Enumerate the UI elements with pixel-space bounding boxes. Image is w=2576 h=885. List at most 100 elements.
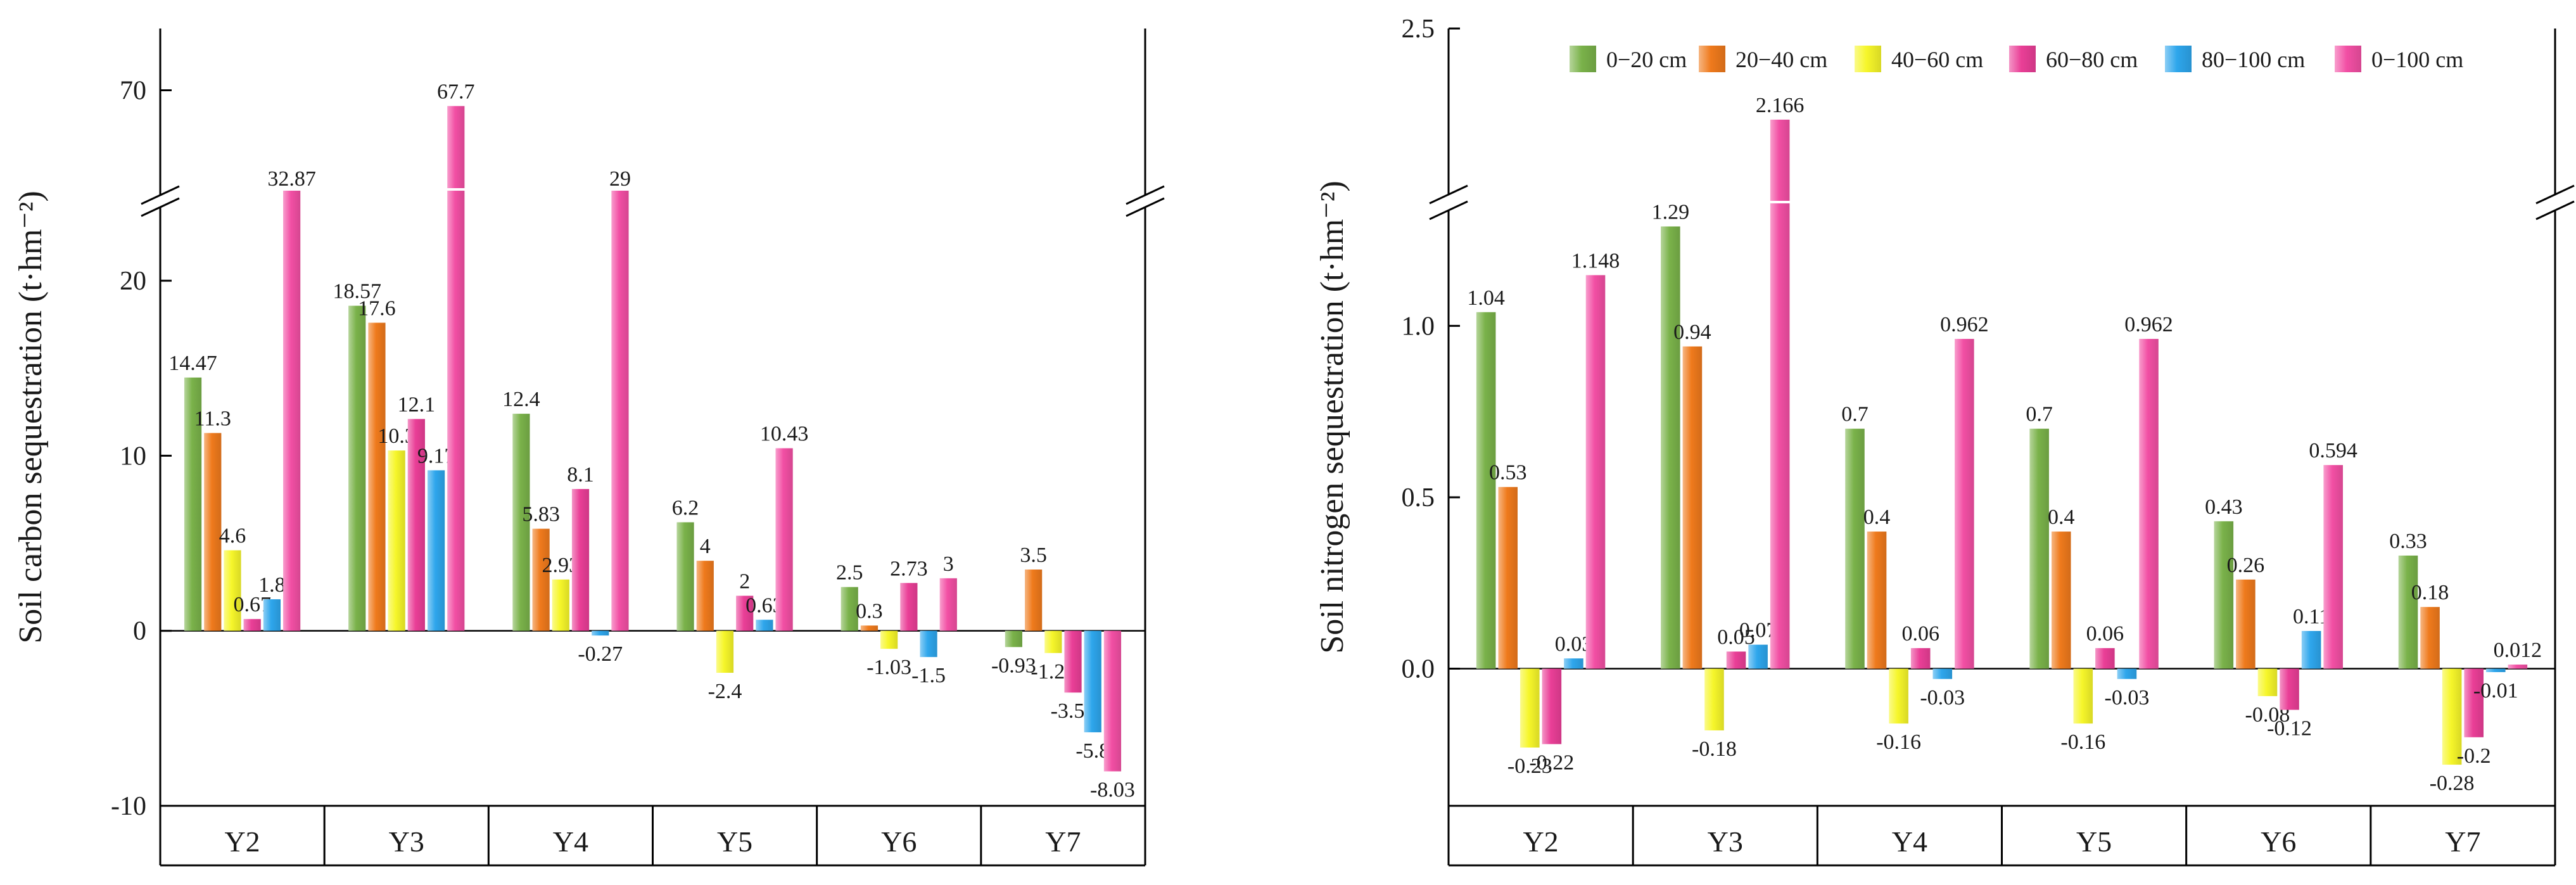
bar: [552, 579, 569, 631]
data-label: 8.1: [567, 463, 594, 487]
bar: [880, 630, 898, 649]
bar: [1103, 630, 1122, 772]
bar: [204, 433, 222, 631]
bar: [2214, 521, 2234, 669]
x-tick-label: Y3: [1708, 825, 1743, 858]
data-label: 0.43: [2205, 495, 2243, 519]
y-tick-label: 10: [120, 442, 146, 471]
bar: [1889, 668, 1908, 724]
axis-break-gap: [1141, 195, 1149, 207]
legend-label: 0−20 cm: [1606, 47, 1687, 72]
bar: [1955, 338, 1974, 669]
data-label: 0.06: [1901, 622, 1939, 646]
axis-break-gap: [2551, 194, 2559, 210]
x-tick-label: Y5: [2076, 825, 2112, 858]
legend-swatch: [1570, 46, 1596, 72]
bar: [2051, 532, 2071, 669]
data-label: 18.57: [333, 280, 381, 303]
data-label: -8.03: [1090, 779, 1135, 802]
data-label: 10.43: [760, 423, 809, 446]
data-label: 1.8: [258, 573, 286, 597]
bar: [1542, 668, 1562, 744]
legend-swatch: [2009, 46, 2036, 72]
bar: [2485, 668, 2506, 672]
bar: [860, 625, 879, 631]
legend-swatch: [2335, 46, 2361, 72]
data-label: 2: [739, 570, 750, 593]
bar: [2508, 665, 2528, 669]
x-tick-label: Y6: [2261, 825, 2296, 858]
x-tick-label: Y6: [881, 825, 917, 858]
bar: [592, 630, 609, 636]
bar: [1770, 203, 1790, 669]
legend-label: 20−40 cm: [1735, 47, 1827, 72]
data-label: 29: [609, 167, 631, 191]
bar: [841, 587, 858, 631]
bar: [1726, 651, 1746, 669]
data-label: -0.12: [2267, 716, 2312, 740]
data-label: 67.7: [437, 80, 475, 103]
x-tick-label: Y7: [2445, 825, 2480, 858]
x-tick-label: Y5: [717, 825, 752, 858]
bar: [1585, 275, 1606, 669]
y-axis-label: Soil carbon sequestration (t·hm⁻²): [13, 191, 49, 644]
bar: [2280, 668, 2299, 710]
data-label: 0.4: [1863, 506, 1891, 529]
x-tick-label: Y2: [1523, 825, 1558, 858]
data-label: -0.16: [1876, 730, 1921, 754]
bar: [512, 414, 530, 631]
bar: [920, 630, 937, 658]
data-label: 2.166: [1756, 94, 1805, 117]
axis-break-mark: [1429, 200, 1468, 220]
legend-label: 0−100 cm: [2371, 47, 2463, 72]
bar: [2236, 579, 2256, 669]
data-label: 0.962: [1940, 313, 1989, 336]
axis-break-mark: [1429, 184, 1468, 205]
bar: [532, 528, 550, 631]
bar: [1845, 428, 1865, 669]
bar-upper-segment: [447, 106, 465, 188]
bar: [2257, 668, 2278, 696]
data-label: 11.3: [194, 407, 231, 431]
bar: [2464, 668, 2484, 737]
bar: [2073, 668, 2093, 724]
data-label: 17.6: [358, 296, 396, 320]
bar: [388, 450, 405, 631]
legend: 0−20 cm 20−40 cm 40−60 cm 60−80 cm 80−100 cm…: [1570, 46, 2463, 72]
data-label: 0.7: [1841, 403, 1869, 426]
bar: [1498, 487, 1518, 669]
data-label: 32.87: [267, 167, 316, 191]
axis-break-mark: [2535, 184, 2575, 205]
y-tick-label: 2.5: [1402, 15, 1435, 44]
bar: [1476, 312, 1496, 669]
bar: [611, 191, 629, 631]
bar: [2442, 668, 2462, 765]
axis-break-gap: [156, 195, 164, 207]
bar: [1520, 668, 1540, 748]
x-tick-label: Y3: [389, 825, 424, 858]
bar: [2029, 428, 2049, 669]
y-tick-label: 0: [133, 617, 146, 646]
bar-upper-segment: [1770, 119, 1790, 201]
bar: [263, 599, 281, 631]
bar: [676, 522, 694, 631]
bar: [2420, 607, 2440, 669]
bar: [1084, 630, 1101, 732]
bar: [1704, 668, 1724, 730]
data-label: 0.33: [2389, 530, 2427, 553]
data-label: -2.4: [708, 680, 742, 703]
data-label: 0.53: [1489, 461, 1527, 485]
data-label: 3.5: [1020, 544, 1047, 567]
bar: [2323, 465, 2343, 669]
bar: [348, 305, 366, 631]
y-tick-label: 0.0: [1402, 655, 1435, 684]
axis-break-mark: [141, 197, 180, 217]
data-label: 1.148: [1571, 249, 1620, 272]
y-tick-label: 70: [120, 77, 146, 106]
bar: [1024, 570, 1043, 631]
bar: [2398, 555, 2418, 669]
bar: [939, 578, 957, 631]
bar: [1064, 630, 1082, 693]
data-label: 0.4: [2048, 506, 2075, 529]
bar: [1867, 532, 1887, 669]
